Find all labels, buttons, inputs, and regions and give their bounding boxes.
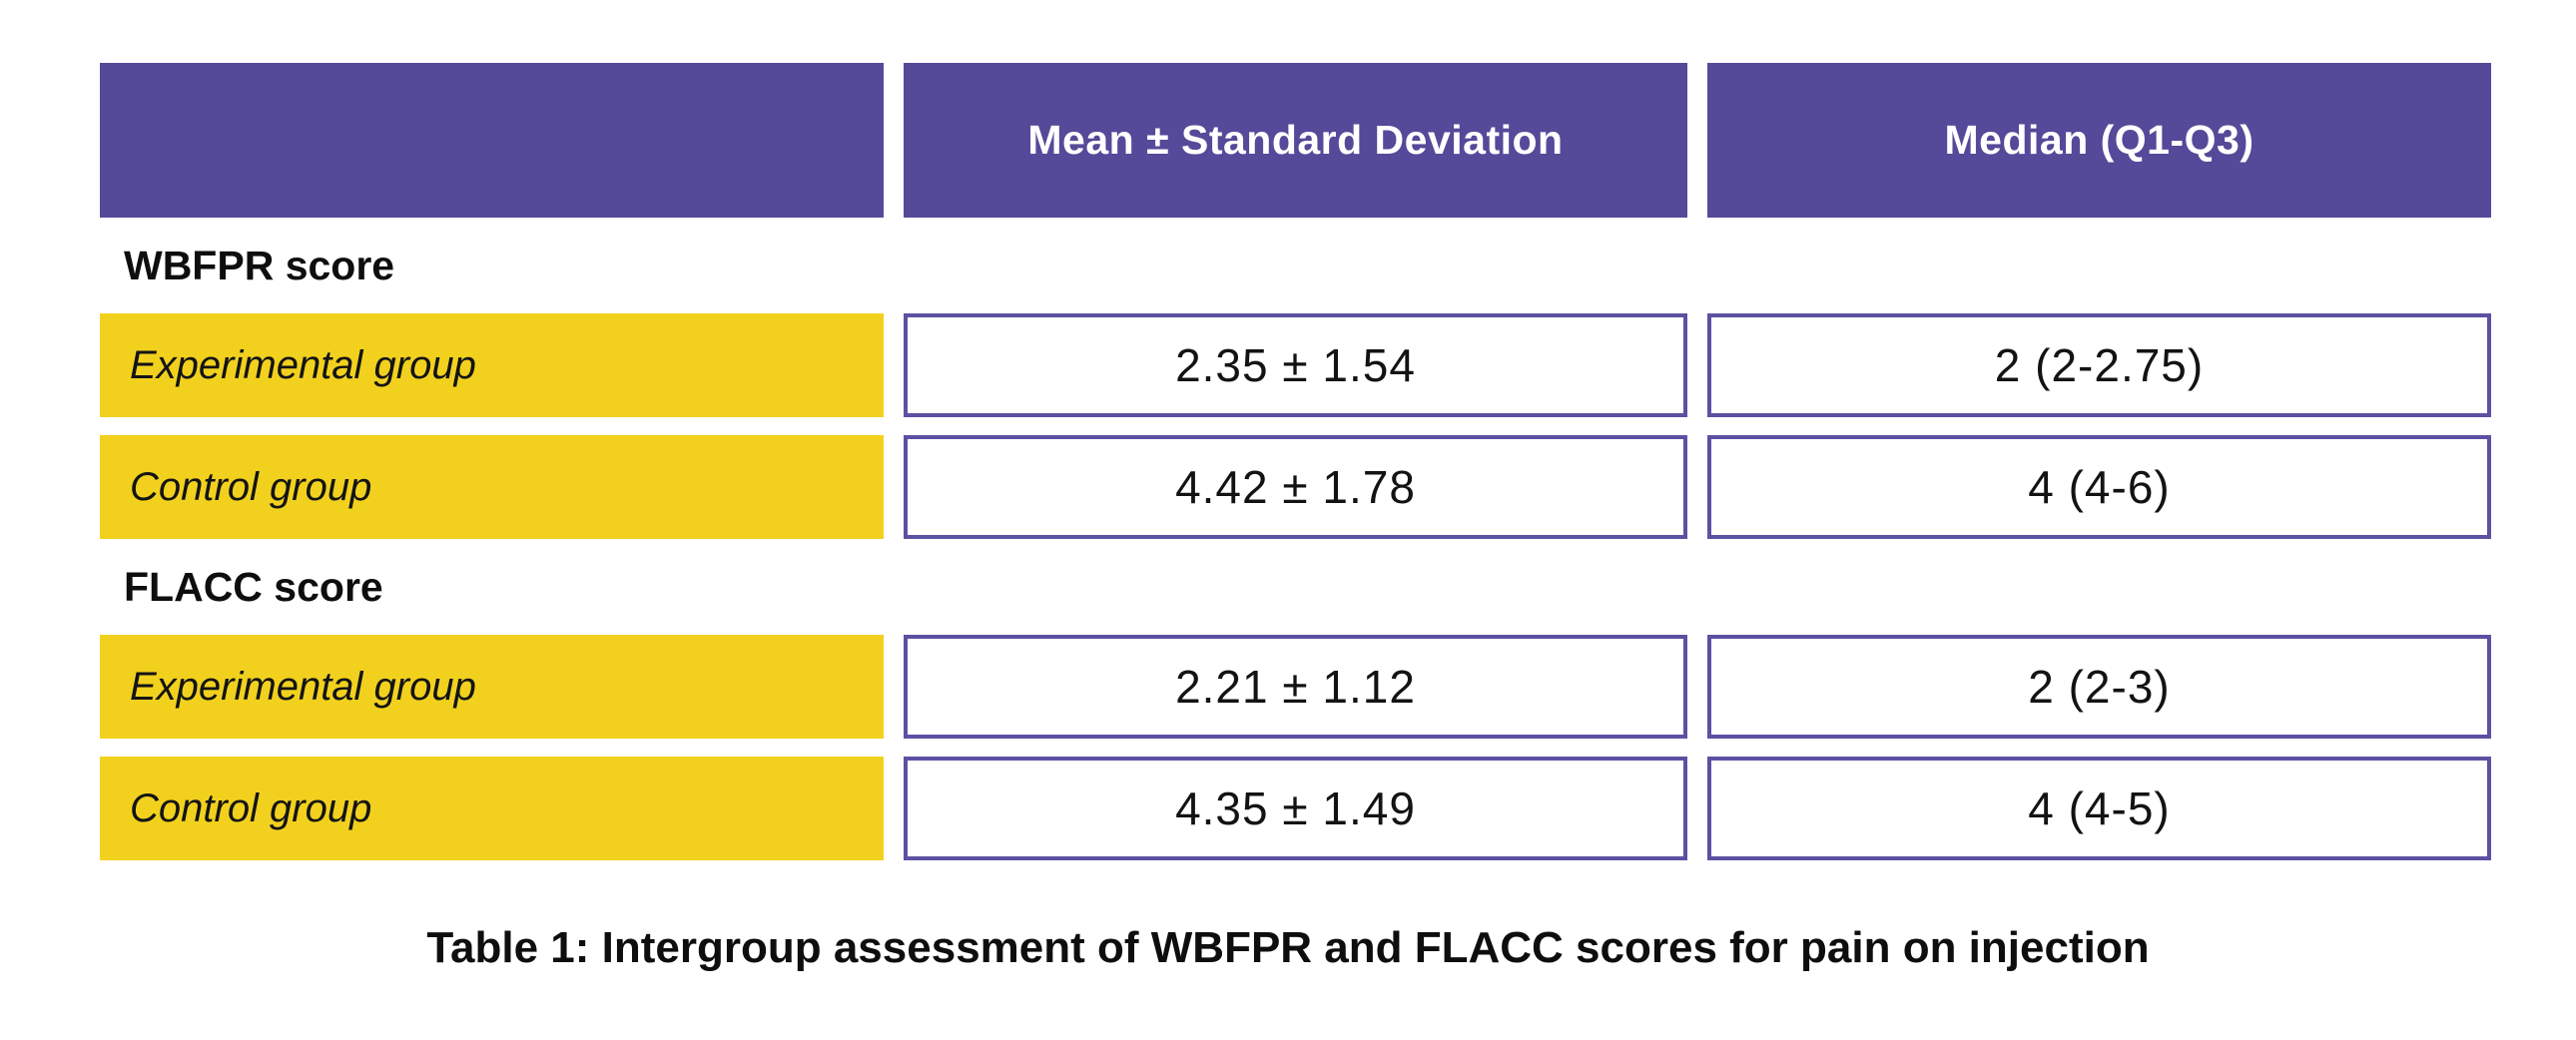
intergroup-assessment-table: Mean ± Standard Deviation Median (Q1-Q3)… <box>100 63 2491 860</box>
header-cell-empty <box>100 63 884 218</box>
table-row-wbfpr-control: Control group 4.42 ± 1.78 4 (4-6) <box>100 435 2491 539</box>
cell-flacc-experimental-median: 2 (2-3) <box>1707 635 2491 739</box>
section-label-flacc: FLACC score <box>124 563 383 610</box>
row-label-control-group: Control group <box>100 757 884 860</box>
cell-flacc-control-mean-sd: 4.35 ± 1.49 <box>904 757 1687 860</box>
cell-wbfpr-control-mean-sd: 4.42 ± 1.78 <box>904 435 1687 539</box>
table-header-row: Mean ± Standard Deviation Median (Q1-Q3) <box>100 63 2491 218</box>
table-caption: Table 1: Intergroup assessment of WBFPR … <box>426 923 2150 972</box>
row-label-control-group: Control group <box>100 435 884 539</box>
cell-wbfpr-experimental-median: 2 (2-2.75) <box>1707 313 2491 417</box>
cell-wbfpr-control-median: 4 (4-6) <box>1707 435 2491 539</box>
section-label-wbfpr: WBFPR score <box>124 242 395 288</box>
header-cell-median: Median (Q1-Q3) <box>1707 63 2491 218</box>
row-label-experimental-group: Experimental group <box>100 635 884 739</box>
cell-wbfpr-experimental-mean-sd: 2.35 ± 1.54 <box>904 313 1687 417</box>
table-row-flacc-experimental: Experimental group 2.21 ± 1.12 2 (2-3) <box>100 635 2491 739</box>
header-cell-mean-sd: Mean ± Standard Deviation <box>904 63 1687 218</box>
table-row-flacc-control: Control group 4.35 ± 1.49 4 (4-5) <box>100 757 2491 860</box>
table-row-wbfpr-experimental: Experimental group 2.35 ± 1.54 2 (2-2.75… <box>100 313 2491 417</box>
row-label-experimental-group: Experimental group <box>100 313 884 417</box>
cell-flacc-experimental-mean-sd: 2.21 ± 1.12 <box>904 635 1687 739</box>
cell-flacc-control-median: 4 (4-5) <box>1707 757 2491 860</box>
